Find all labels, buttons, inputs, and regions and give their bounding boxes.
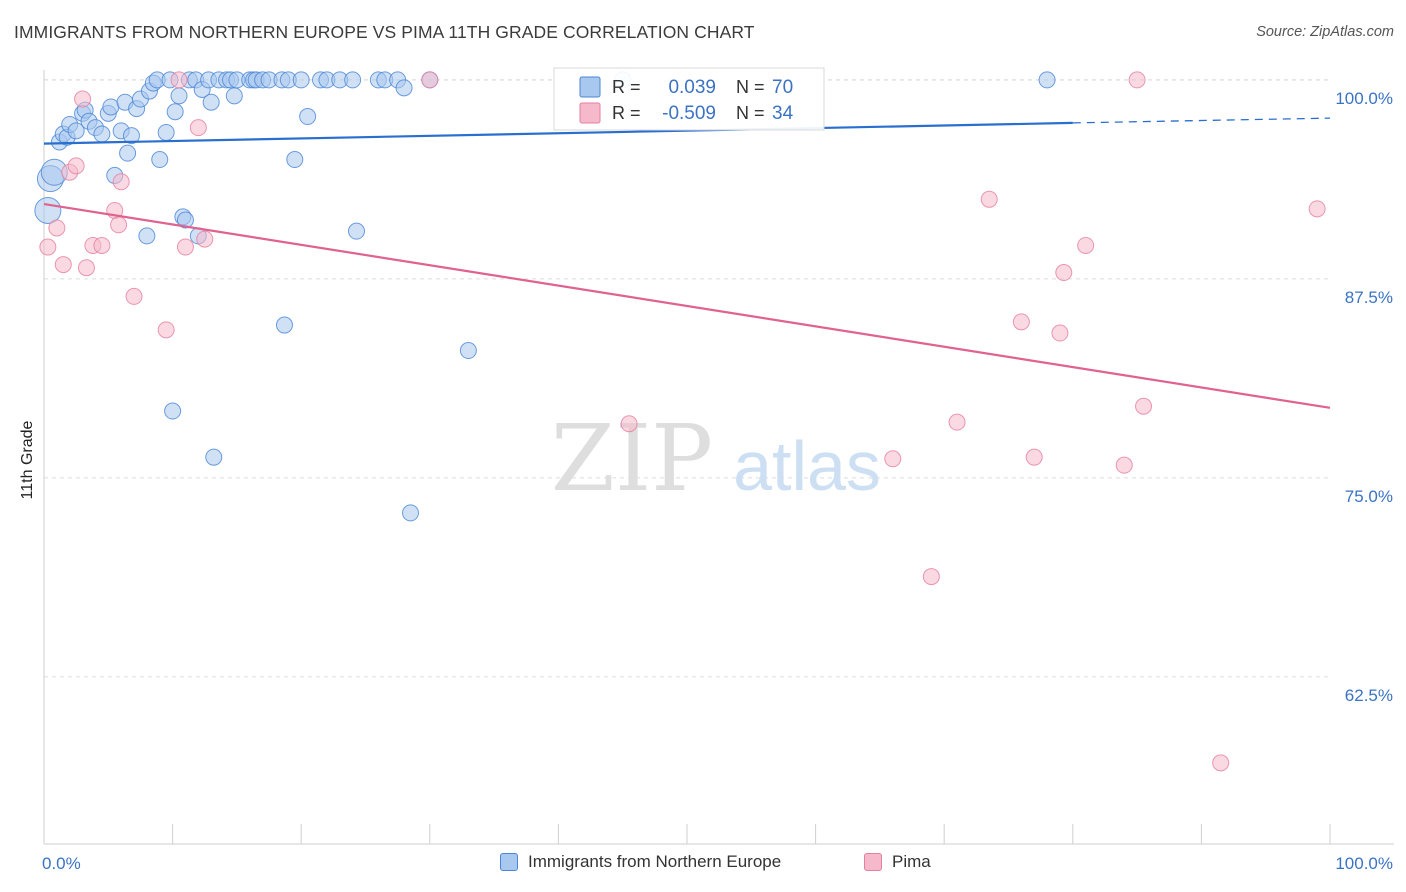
legend-item-pima[interactable]: Pima xyxy=(864,852,931,872)
data-point-pink xyxy=(1051,324,1069,342)
legend-swatch-blue xyxy=(500,853,518,871)
data-point-blue xyxy=(299,108,317,126)
data-point-pink xyxy=(948,413,966,431)
data-point-pink xyxy=(1135,397,1153,415)
data-point-pink xyxy=(93,236,111,254)
trend-lines xyxy=(43,117,1331,409)
stats-r-label: R = xyxy=(612,103,641,123)
data-point-pink xyxy=(110,216,128,234)
legend-item-immigrants[interactable]: Immigrants from Northern Europe xyxy=(500,852,781,872)
data-point-blue xyxy=(202,93,220,111)
data-point-pink xyxy=(67,157,85,175)
stats-r-label: R = xyxy=(612,77,641,97)
data-point-blue xyxy=(1038,71,1056,89)
stats-n-label: N = xyxy=(736,77,765,97)
chart-title: IMMIGRANTS FROM NORTHERN EUROPE VS PIMA … xyxy=(14,22,755,42)
data-point-pink xyxy=(54,256,72,274)
data-point-pink xyxy=(884,450,902,468)
data-point-blue xyxy=(205,448,223,466)
data-point-pink xyxy=(112,173,130,191)
data-point-blue xyxy=(286,151,304,169)
data-point-blue xyxy=(170,87,188,105)
data-point-pink xyxy=(157,321,175,339)
data-point-blue xyxy=(225,87,243,105)
data-point-pink xyxy=(1115,456,1133,474)
trend-line-blue xyxy=(43,121,1073,145)
series-legend: Immigrants from Northern Europe Pima xyxy=(0,852,1406,876)
data-point-blue xyxy=(138,227,156,245)
data-point-blue xyxy=(93,125,111,143)
watermark-atlas: atlas xyxy=(733,427,881,505)
data-point-blue xyxy=(402,504,420,522)
trend-line-blue-dashed xyxy=(1072,117,1331,124)
stats-n-value: 70 xyxy=(772,77,793,98)
stats-n-value: 34 xyxy=(772,103,794,124)
data-point-pink xyxy=(1308,200,1326,218)
data-point-pink xyxy=(1212,754,1230,772)
legend-label-immigrants: Immigrants from Northern Europe xyxy=(528,852,782,871)
data-point-pink xyxy=(1025,448,1043,466)
source-credit: Source: ZipAtlas.com xyxy=(1256,24,1394,40)
data-point-blue xyxy=(176,211,194,229)
data-point-blue xyxy=(34,196,62,224)
data-point-pink xyxy=(620,415,638,433)
axes xyxy=(43,70,1394,845)
watermark: ZIP atlas xyxy=(551,405,881,512)
data-point-blue xyxy=(151,151,169,169)
data-point-blue xyxy=(166,103,184,121)
data-point-pink xyxy=(922,568,940,586)
data-point-blue xyxy=(122,127,140,145)
data-point-pink xyxy=(980,190,998,208)
x-tick-label: 0.0% xyxy=(42,854,81,873)
data-point-pink xyxy=(1012,313,1030,331)
data-point-blue xyxy=(292,71,310,89)
data-point-blue xyxy=(347,222,365,240)
data-point-blue xyxy=(164,402,182,420)
data-point-pink xyxy=(1077,236,1095,254)
y-tick-label: 87.5% xyxy=(1345,288,1393,307)
legend-label-pima: Pima xyxy=(892,852,931,871)
data-point-pink xyxy=(170,71,188,89)
data-point-pink xyxy=(77,259,95,277)
data-point-blue xyxy=(395,79,413,97)
data-point-blue xyxy=(459,342,477,360)
data-point-pink xyxy=(196,230,214,248)
stats-swatch xyxy=(579,76,601,98)
data-point-blue xyxy=(102,98,120,116)
data-point-pink xyxy=(1128,71,1146,89)
data-point-pink xyxy=(125,287,143,305)
y-tick-label: 62.5% xyxy=(1345,686,1393,705)
x-tick-label: 100.0% xyxy=(1335,854,1393,873)
stats-n-label: N = xyxy=(736,103,765,123)
data-point-pink xyxy=(48,219,66,237)
stats-r-value: 0.039 xyxy=(668,77,716,98)
stats-legend: R = 0.039 N = 70 R = -0.509 N = 34 xyxy=(553,67,825,131)
data-point-pink xyxy=(1055,264,1073,282)
trend-line-pink xyxy=(43,202,1331,409)
data-point-pink xyxy=(74,90,92,108)
data-point-blue xyxy=(157,123,175,141)
legend-swatch-pink xyxy=(864,853,882,871)
data-point-pink xyxy=(421,71,439,89)
y-tick-labels: 100.0% 87.5% 75.0% 62.5% xyxy=(1335,89,1393,705)
y-tick-label: 75.0% xyxy=(1345,487,1393,506)
stats-r-value: -0.509 xyxy=(662,103,716,124)
data-point-pink xyxy=(189,119,207,137)
data-point-pink xyxy=(176,238,194,256)
y-axis-label: 11th Grade xyxy=(19,420,36,500)
data-point-blue xyxy=(275,316,293,334)
data-points xyxy=(34,71,1326,772)
data-point-blue xyxy=(119,144,137,162)
stats-swatch xyxy=(579,102,601,124)
data-point-blue xyxy=(67,122,85,140)
data-point-blue xyxy=(344,71,362,89)
x-tick-labels: 0.0% 100.0% xyxy=(42,854,1393,873)
grid-lines xyxy=(44,79,1330,678)
y-tick-label: 100.0% xyxy=(1335,89,1393,108)
data-point-pink xyxy=(39,238,57,256)
